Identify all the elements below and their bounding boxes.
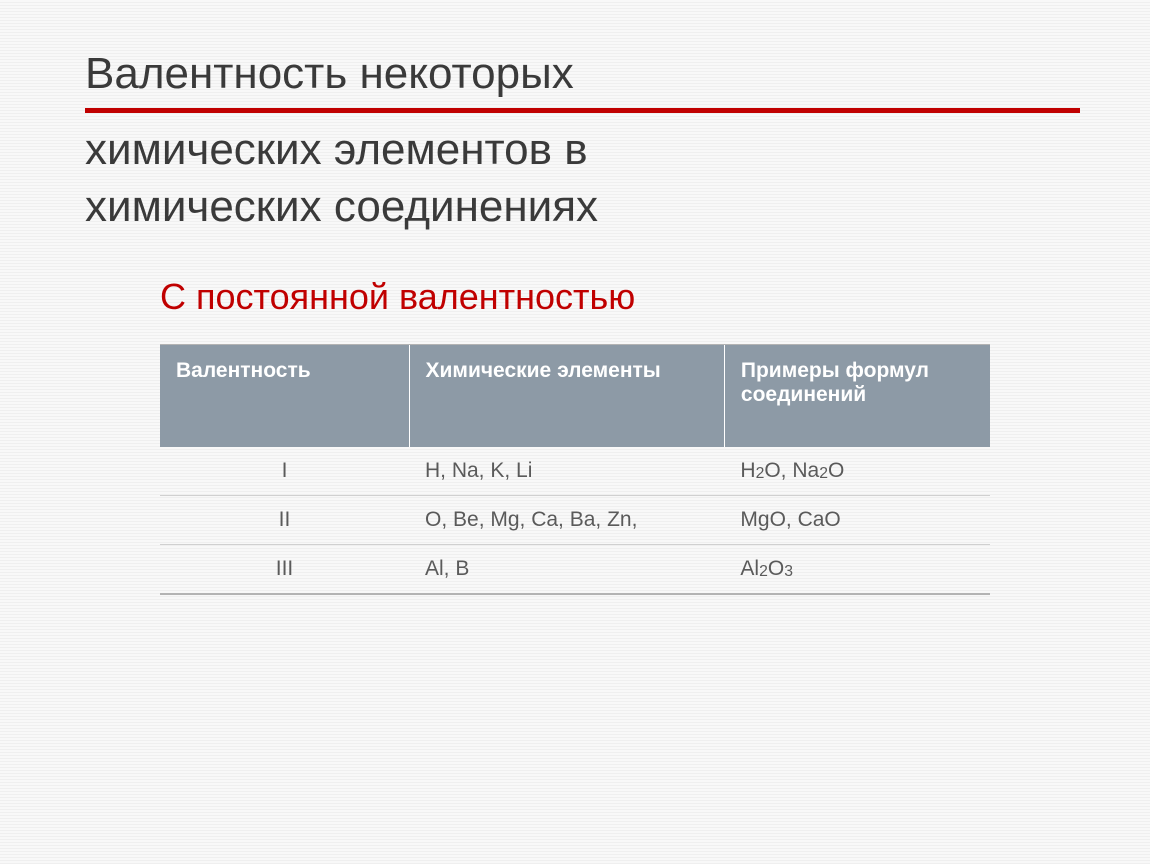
header-examples: Примеры формул соединений: [724, 345, 990, 447]
cell-valency: II: [160, 495, 409, 544]
cell-elements: H, Na, K, Li: [409, 447, 724, 496]
table-row: II O, Be, Mg, Ca, Ba, Zn, MgO, CaO: [160, 495, 990, 544]
title-divider: [85, 108, 1080, 113]
title-line3: химических соединениях: [85, 178, 1080, 235]
cell-examples: MgO, CaO: [724, 495, 990, 544]
header-valency: Валентность: [160, 345, 409, 447]
title-block: Валентность некоторых химических элемент…: [85, 45, 1080, 236]
subtitle: С постоянной валентностью: [160, 276, 1080, 318]
cell-elements: Al, B: [409, 544, 724, 593]
title-line2: химических элементов в: [85, 121, 1080, 178]
cell-elements: O, Be, Mg, Ca, Ba, Zn,: [409, 495, 724, 544]
table-row: I H, Na, K, Li H2O, Na2O: [160, 447, 990, 496]
valency-table: Валентность Химические элементы Примеры …: [160, 345, 990, 593]
table-body: I H, Na, K, Li H2O, Na2O II O, Be, Mg, C…: [160, 447, 990, 593]
title-line1: Валентность некоторых: [85, 45, 1080, 102]
cell-valency: I: [160, 447, 409, 496]
header-elements: Химические элементы: [409, 345, 724, 447]
cell-valency: III: [160, 544, 409, 593]
cell-examples: H2O, Na2O: [724, 447, 990, 496]
cell-examples: Al2O3: [724, 544, 990, 593]
slide-content: Валентность некоторых химических элемент…: [0, 0, 1150, 595]
valency-table-container: Валентность Химические элементы Примеры …: [160, 344, 990, 595]
table-header-row: Валентность Химические элементы Примеры …: [160, 345, 990, 447]
table-row: III Al, B Al2O3: [160, 544, 990, 593]
